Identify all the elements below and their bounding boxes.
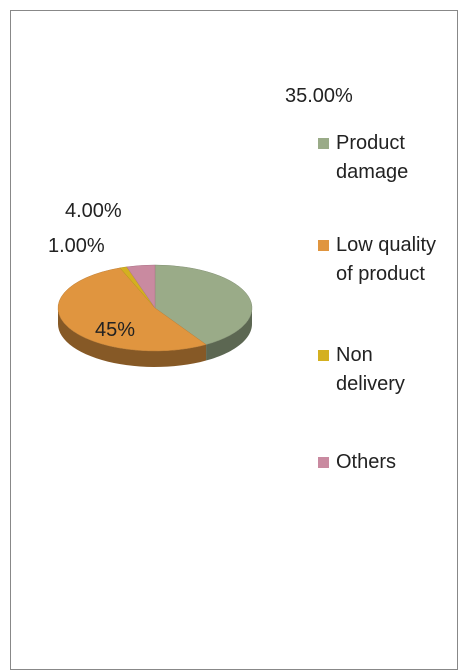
- data-label: 1.00%: [48, 235, 105, 257]
- pie-slice: [126, 264, 156, 309]
- legend-label: Non delivery: [336, 344, 405, 395]
- legend-item: Non delivery: [318, 341, 438, 399]
- legend-label: Low quality of product: [336, 234, 437, 285]
- pie-side: [206, 308, 252, 361]
- legend-item: Others: [318, 448, 438, 477]
- pie-slice: [154, 264, 253, 345]
- legend-swatch: [318, 350, 329, 361]
- legend-item: Product damage: [318, 129, 438, 187]
- pie-slice: [57, 267, 207, 352]
- legend-item: Low quality of product: [318, 231, 438, 289]
- legend-label: Others: [336, 451, 397, 473]
- data-label: 4.00%: [65, 200, 122, 222]
- pie-side: [58, 308, 207, 367]
- legend-swatch: [318, 457, 329, 468]
- data-label: 35.00%: [285, 85, 353, 107]
- data-label: 45%: [95, 319, 136, 341]
- legend-swatch: [318, 138, 329, 149]
- legend-label: Product damage: [336, 132, 409, 183]
- legend-swatch: [318, 240, 329, 251]
